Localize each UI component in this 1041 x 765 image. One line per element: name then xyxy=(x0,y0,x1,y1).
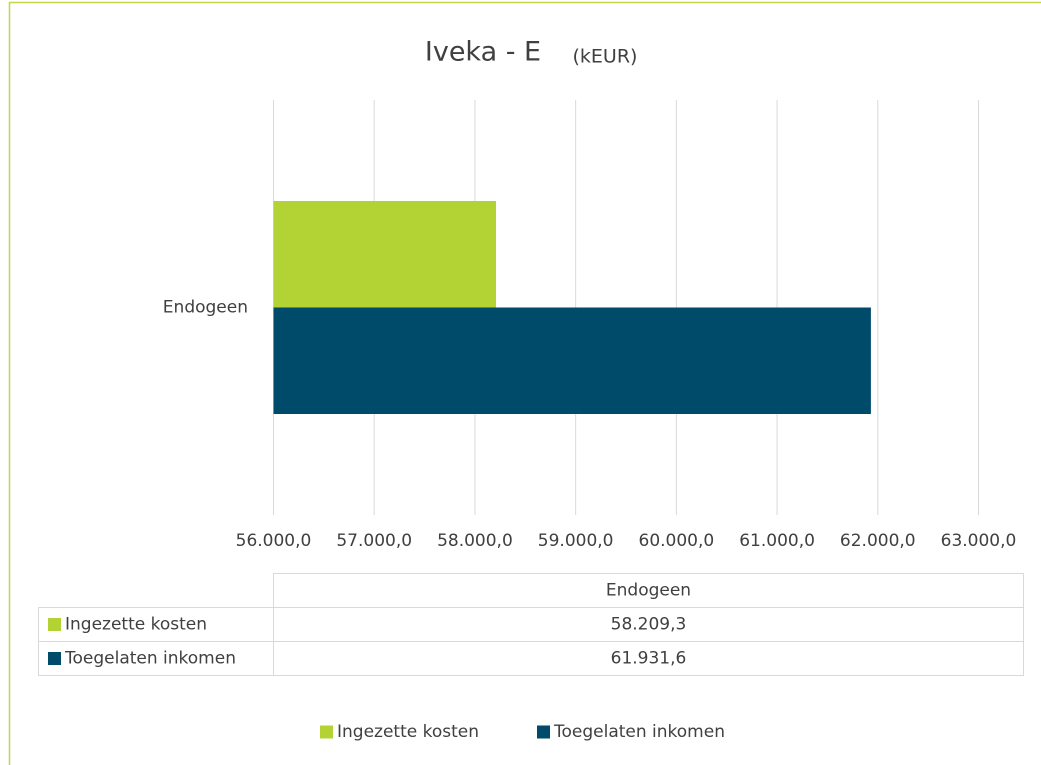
bar xyxy=(273,201,497,308)
chart-subtitle: (kEUR) xyxy=(573,46,638,68)
table-series-name: Ingezette kosten xyxy=(65,615,207,635)
x-tick-label: 58.000,0 xyxy=(437,531,513,551)
y-tick-label: Endogeen xyxy=(163,298,248,318)
table-swatch xyxy=(48,652,61,665)
x-tick-label: 61.000,0 xyxy=(739,531,815,551)
table-header: Endogeen xyxy=(606,581,691,601)
table-value: 61.931,6 xyxy=(611,649,687,669)
chart-title: Iveka - E xyxy=(425,37,541,68)
x-tick-label: 62.000,0 xyxy=(840,531,916,551)
legend-swatch xyxy=(320,725,333,739)
legend-label: Toegelaten inkomen xyxy=(553,722,725,742)
bar xyxy=(273,307,871,414)
x-tick-label: 59.000,0 xyxy=(538,531,614,551)
legend-label: Ingezette kosten xyxy=(337,722,479,742)
table-series-name: Toegelaten inkomen xyxy=(64,649,236,669)
chart-frame xyxy=(8,1,1041,765)
x-tick-label: 57.000,0 xyxy=(336,531,412,551)
x-tick-label: 56.000,0 xyxy=(236,531,312,551)
x-tick-label: 60.000,0 xyxy=(639,531,715,551)
x-tick-label: 63.000,0 xyxy=(941,531,1017,551)
table-value: 58.209,3 xyxy=(611,615,687,635)
table-swatch xyxy=(48,618,61,631)
legend-swatch xyxy=(537,725,550,739)
